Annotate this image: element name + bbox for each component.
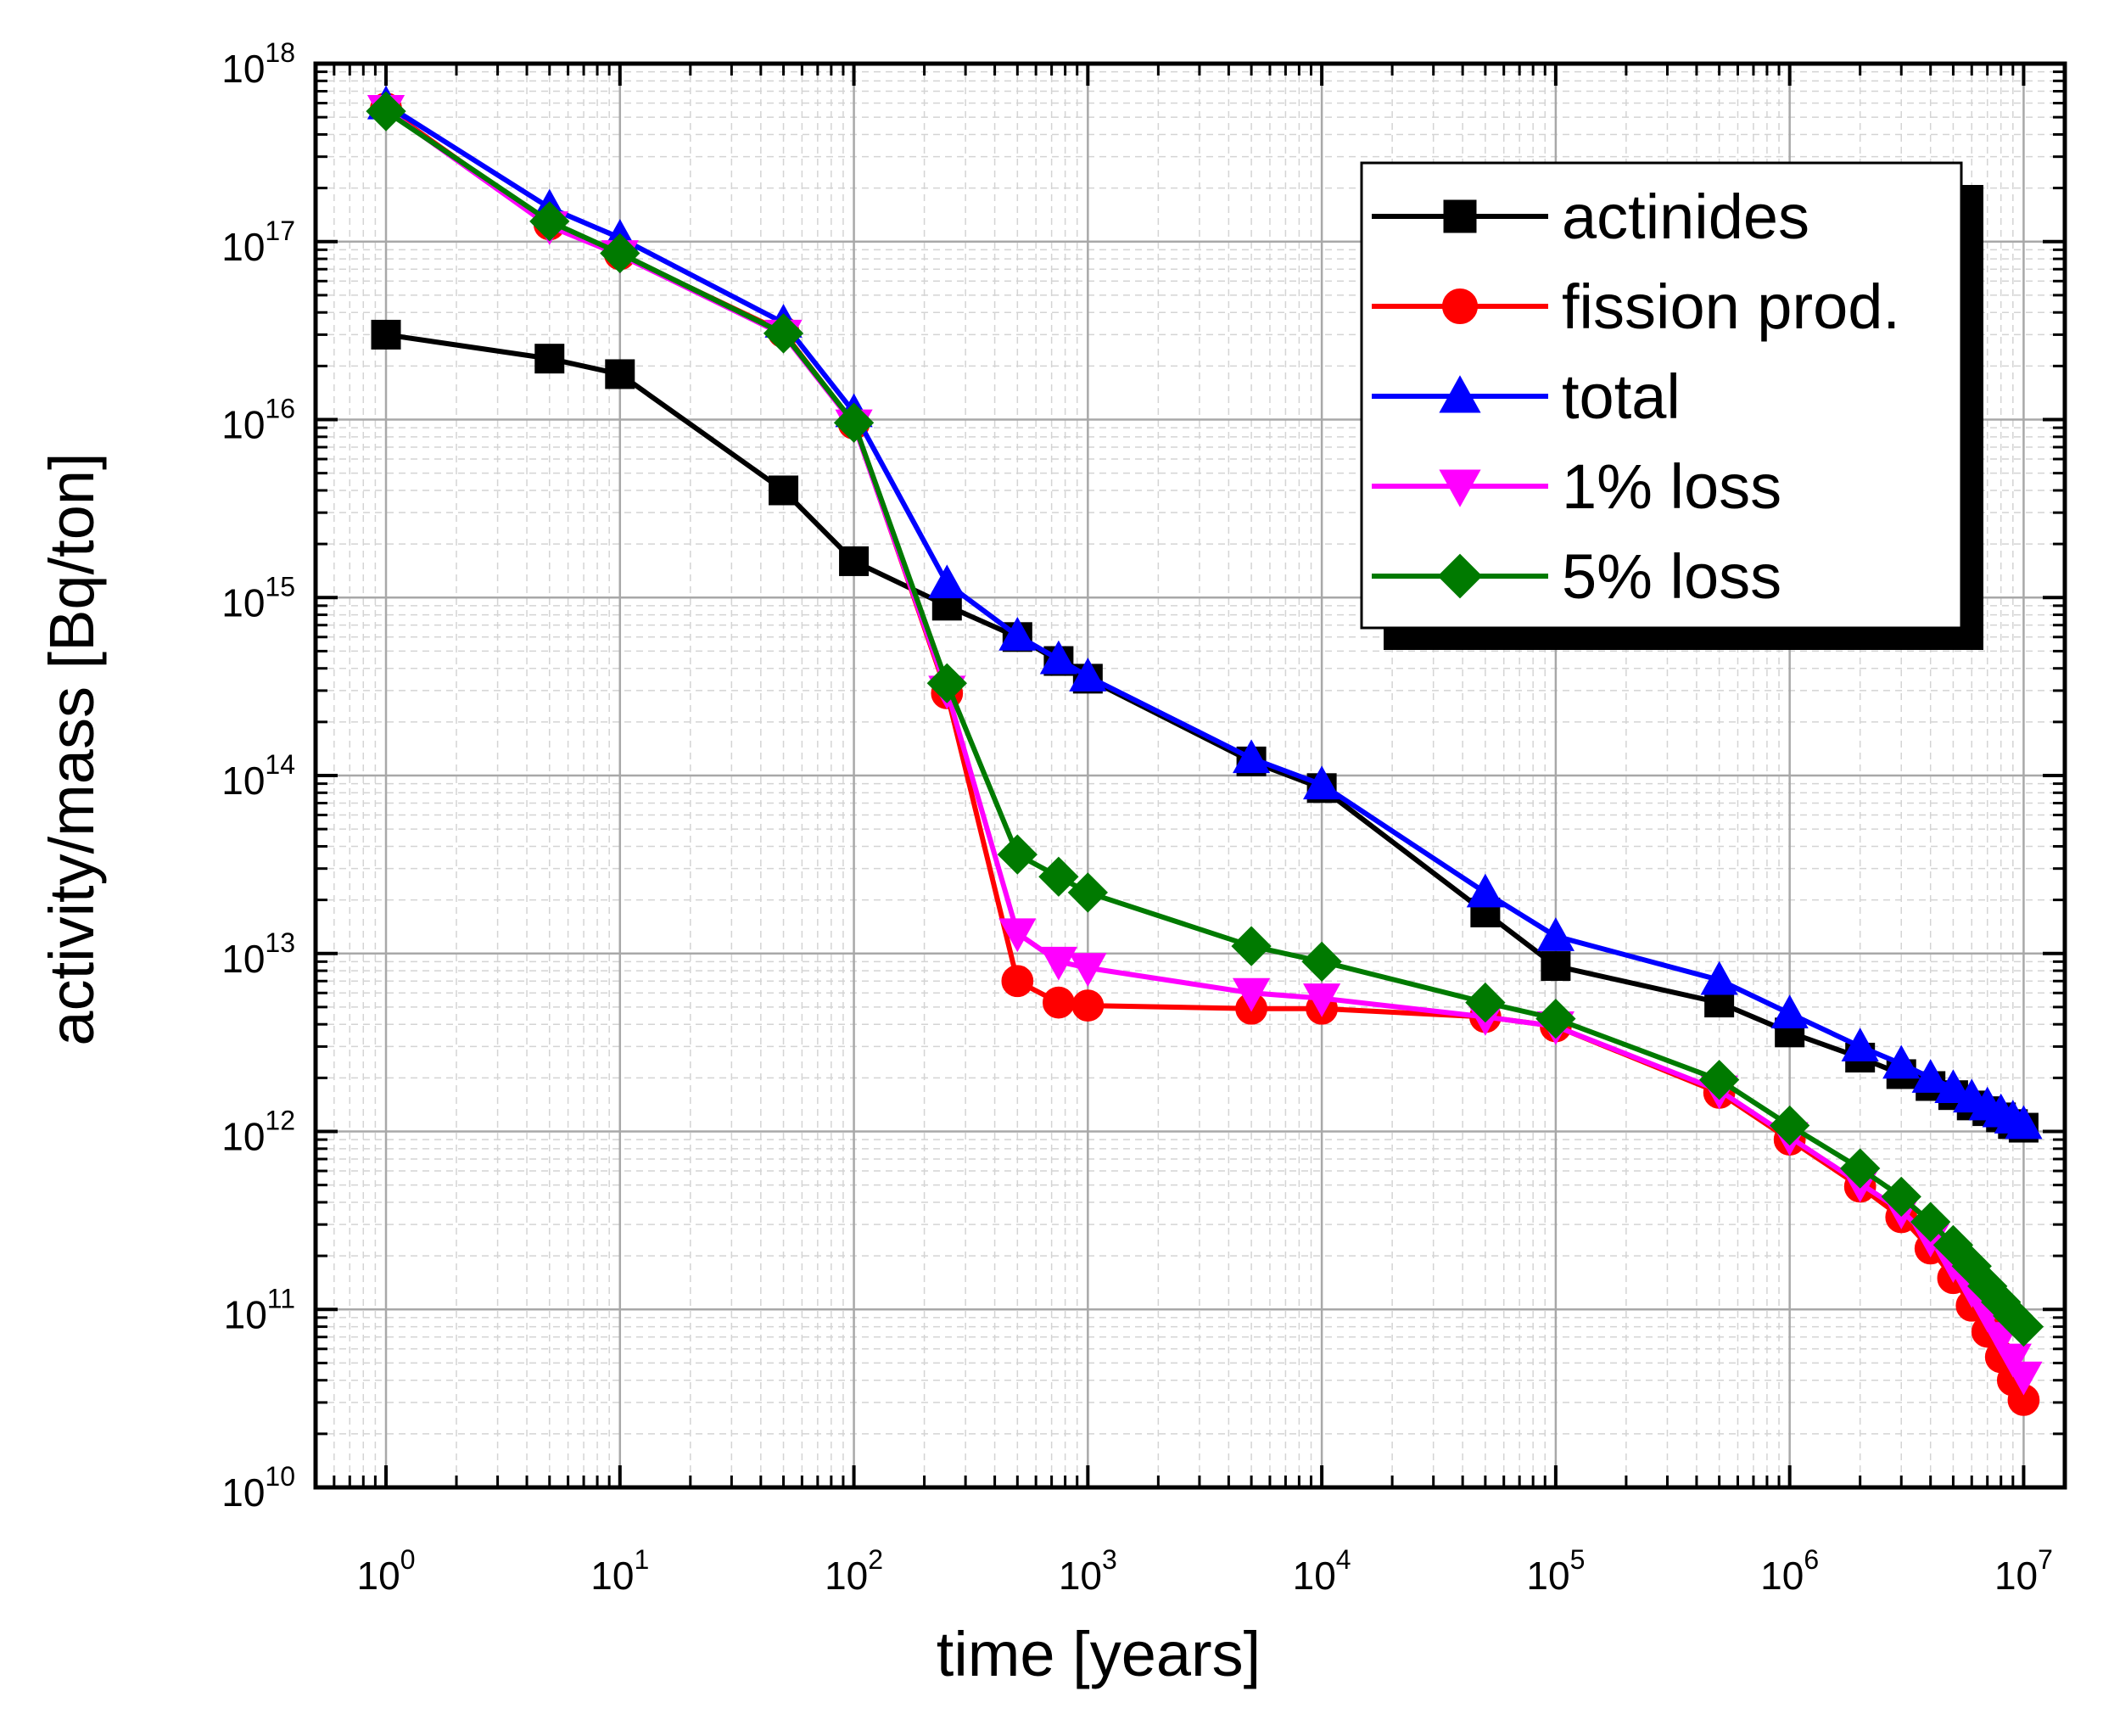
- axis-ticks: [314, 62, 2065, 1489]
- data-point-total: [1303, 765, 1341, 800]
- data-point-5-loss: [1535, 998, 1576, 1039]
- legend: actinides fission prod. total 1% loss 5% los…: [1360, 161, 1983, 650]
- legend-marker-1-loss: [1439, 469, 1481, 507]
- y-tick-label: 1011: [224, 1283, 295, 1336]
- data-point-total: [2005, 1105, 2043, 1140]
- data-point-1-loss: [1069, 953, 1107, 988]
- data-point-total: [1882, 1044, 1921, 1079]
- data-point-total: [1934, 1069, 1972, 1104]
- y-tick-label: 1012: [221, 1106, 295, 1159]
- legend-label-actinides: actinides: [1562, 182, 1809, 252]
- data-point-5-loss: [1231, 926, 1272, 966]
- data-point-actinides: [1541, 951, 1571, 982]
- legend-item-total: total: [1372, 361, 1681, 432]
- data-point-actinides: [769, 475, 799, 506]
- legend-marker-5-loss: [1437, 553, 1483, 599]
- minor-grid: [315, 64, 2065, 1487]
- legend-label-total: total: [1562, 361, 1681, 432]
- legend-items: actinides fission prod. total 1% loss 5% los…: [1372, 182, 1900, 612]
- data-point-fission-prod: [1071, 989, 1105, 1022]
- data-point-1-loss: [1039, 946, 1077, 981]
- y-tick-label: 1010: [221, 1461, 295, 1515]
- data-point-5-loss: [1301, 941, 1342, 983]
- data-point-actinides: [839, 546, 870, 576]
- data-point-5-loss: [1038, 856, 1079, 897]
- legend-label-fission-prod: fission prod.: [1562, 272, 1900, 342]
- y-tick-labels: 1010 1011 1012 1013 1014 1015 1016 1017 1018: [221, 37, 295, 1515]
- data-point-total: [1069, 658, 1107, 692]
- x-tick-label: 101: [590, 1544, 649, 1598]
- data-point-actinides: [534, 344, 565, 374]
- y-tick-label: 1013: [221, 927, 295, 981]
- data-point-1-loss: [1232, 977, 1271, 1012]
- y-tick-label: 1017: [221, 216, 295, 269]
- y-tick-label: 1018: [221, 37, 295, 91]
- data-point-5-loss: [1698, 1060, 1740, 1100]
- legend-item-5-loss: 5% loss: [1372, 541, 1781, 612]
- x-tick-label: 103: [1059, 1544, 1117, 1598]
- legend-item-actinides: actinides: [1372, 182, 1809, 252]
- data-point-fission-prod: [1001, 965, 1034, 998]
- data-point-1-loss: [2005, 1361, 2043, 1396]
- data-point-5-loss: [600, 232, 640, 274]
- data-point-total: [1770, 994, 1809, 1028]
- data-point-5-loss: [1881, 1176, 1921, 1218]
- data-point-5-loss: [1465, 982, 1506, 1023]
- x-tick-label: 106: [1760, 1544, 1819, 1598]
- data-point-total: [1700, 960, 1738, 995]
- data-point-total: [998, 616, 1037, 651]
- data-point-total: [1536, 917, 1574, 951]
- data-point-5-loss: [366, 91, 406, 132]
- legend-marker-total: [1439, 375, 1481, 413]
- data-point-5-loss: [763, 313, 804, 354]
- y-tick-label: 1015: [221, 571, 295, 624]
- data-point-1-loss: [1303, 983, 1341, 1017]
- data-point-fission-prod: [1043, 986, 1075, 1019]
- data-point-total: [928, 564, 966, 599]
- data-point-5-loss: [833, 402, 875, 443]
- series-5-loss: [366, 91, 2044, 1347]
- data-point-total: [1039, 640, 1077, 675]
- data-point-total: [1911, 1059, 1949, 1093]
- legend-label-5-loss: 5% loss: [1562, 541, 1781, 612]
- x-tick-labels: 100 101 102 103 104 105 106 107: [357, 1544, 2053, 1598]
- x-tick-label: 104: [1293, 1544, 1351, 1598]
- data-point-5-loss: [2003, 1306, 2044, 1347]
- data-point-actinides: [605, 359, 635, 389]
- x-tick-label: 100: [357, 1544, 416, 1598]
- y-axis-title: activity/mass [Bq/ton]: [36, 452, 107, 1045]
- y-tick-label: 1016: [221, 394, 295, 447]
- legend-marker-actinides: [1443, 199, 1477, 233]
- legend-label-1-loss: 1% loss: [1562, 451, 1781, 522]
- plot-series: [366, 85, 2044, 1416]
- data-point-1-loss: [1994, 1343, 2032, 1378]
- data-point-5-loss: [1067, 872, 1108, 913]
- x-tick-label: 102: [825, 1544, 883, 1598]
- legend-item-1-loss: 1% loss: [1372, 451, 1781, 522]
- data-point-5-loss: [1840, 1148, 1881, 1189]
- data-point-5-loss: [1932, 1224, 1974, 1266]
- legend-item-fission-prod: fission prod.: [1372, 272, 1900, 342]
- data-point-total: [1232, 739, 1271, 774]
- data-point-5-loss: [1770, 1105, 1810, 1146]
- x-tick-label: 107: [1994, 1544, 2053, 1598]
- x-axis-title: time [years]: [937, 1619, 1261, 1689]
- data-point-total: [1466, 873, 1504, 908]
- data-point-1-loss: [998, 918, 1037, 953]
- legend-marker-fission-prod: [1441, 288, 1479, 325]
- x-tick-label: 105: [1526, 1544, 1585, 1598]
- data-point-actinides: [371, 319, 401, 350]
- data-point-5-loss: [997, 834, 1038, 875]
- data-point-total: [1841, 1028, 1879, 1061]
- data-point-5-loss: [529, 201, 570, 242]
- y-tick-label: 1014: [221, 749, 295, 803]
- data-point-5-loss: [926, 663, 967, 703]
- data-point-5-loss: [1910, 1201, 1951, 1242]
